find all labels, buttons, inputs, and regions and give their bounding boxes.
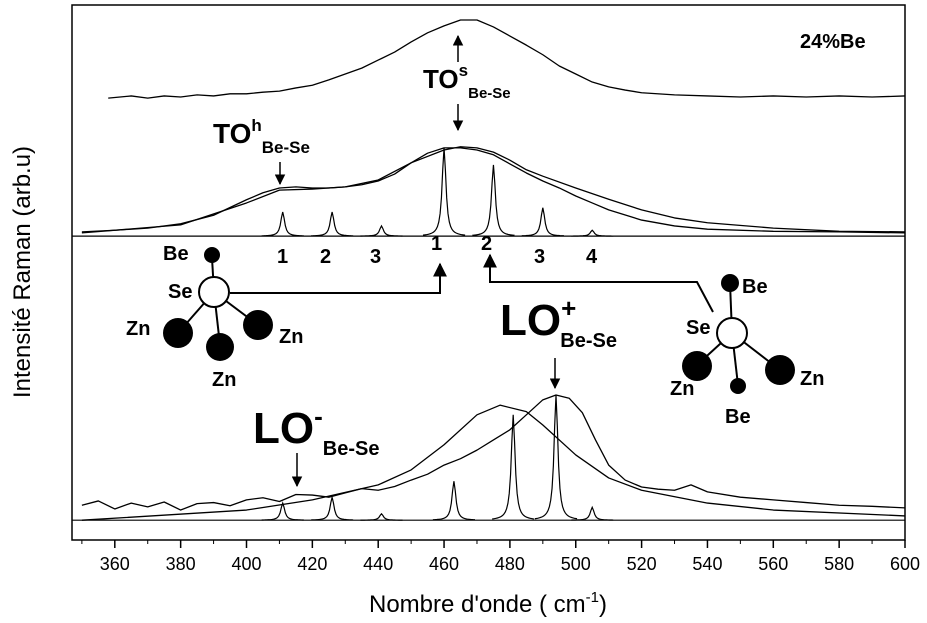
x-tick-label: 380 xyxy=(166,554,196,574)
x-axis-label-sup: -1 xyxy=(586,589,599,606)
spike-peak xyxy=(261,211,304,237)
peak-label: 4 xyxy=(586,246,598,268)
peak-label: 2 xyxy=(320,246,331,268)
label-sup: s xyxy=(459,61,468,80)
plot-frame xyxy=(71,4,906,541)
molecule-right: Be Se Zn Zn Be xyxy=(483,253,824,428)
label-sup: h xyxy=(251,116,261,135)
spike-peak xyxy=(492,414,535,520)
spectrum xyxy=(81,394,906,511)
peak-label: 3 xyxy=(534,246,545,268)
spectrum xyxy=(81,404,906,521)
label-main: LO xyxy=(253,404,314,453)
atom-label: Be xyxy=(742,276,768,298)
x-tick-label: 360 xyxy=(100,554,130,574)
lo-plus-label: LO+ Be-Se xyxy=(500,293,617,352)
x-tick-label: 480 xyxy=(495,554,525,574)
spike-peak xyxy=(360,512,403,521)
spike-peak xyxy=(261,501,304,521)
label-sup: + xyxy=(561,293,576,323)
label-sub: Be-Se xyxy=(560,330,617,352)
label-main: TO xyxy=(213,118,251,149)
x-axis-label-text: Nombre d'onde ( cm xyxy=(369,591,586,618)
x-tick-label: 520 xyxy=(627,554,657,574)
atom-label: Se xyxy=(168,281,192,303)
label-sub: Be-Se xyxy=(262,138,310,157)
x-tick-label: 600 xyxy=(890,554,920,574)
atom-label: Zn xyxy=(126,318,150,340)
molecule-left: Be Se Zn Zn Zn xyxy=(126,243,447,391)
to-h-label: TOhBe-Se xyxy=(213,116,310,157)
peak-label: 2 xyxy=(481,233,492,255)
atom-label: Be xyxy=(163,243,189,265)
x-tick-label: 540 xyxy=(692,554,722,574)
x-tick-label: 500 xyxy=(561,554,591,574)
peak-label: 1 xyxy=(277,246,288,268)
spike-peak xyxy=(311,211,354,237)
spike-peak xyxy=(432,481,476,521)
y-axis-label: Intensité Raman (arb.u) xyxy=(9,146,36,398)
spike-peak xyxy=(571,505,614,521)
atom-label: Zn xyxy=(800,368,824,390)
spectrum xyxy=(81,147,906,234)
label-main: TO xyxy=(423,64,459,94)
spike-peak xyxy=(311,497,354,521)
sample-label: 24%Be xyxy=(800,31,866,53)
atom-label: Se xyxy=(686,317,710,339)
x-tick-label: 440 xyxy=(363,554,393,574)
label-sub: Be-Se xyxy=(323,438,380,460)
spike-peak xyxy=(521,207,564,237)
x-tick-label: 580 xyxy=(824,554,854,574)
x-axis-label-tail: ) xyxy=(599,591,607,618)
spike-peak xyxy=(571,229,614,237)
atom-label: Zn xyxy=(279,326,303,348)
label-sup: - xyxy=(314,401,323,431)
atom-label: Zn xyxy=(212,369,236,391)
x-tick-label: 560 xyxy=(758,554,788,574)
label-main: LO xyxy=(500,296,561,345)
peak-label: 1 xyxy=(431,233,442,255)
label-sub: Be-Se xyxy=(468,85,511,102)
spike-peak xyxy=(472,164,515,236)
spectrum xyxy=(81,146,906,234)
spike-peak xyxy=(534,394,578,520)
x-axis-label: Nombre d'onde ( cm-1) xyxy=(369,589,607,618)
x-tick-label: 420 xyxy=(297,554,327,574)
spectrum xyxy=(108,19,906,99)
peak-label: 3 xyxy=(370,246,381,268)
lo-minus-label: LO-Be-Se xyxy=(253,401,379,460)
spike-peak xyxy=(360,224,403,237)
atom-label: Zn xyxy=(670,378,694,400)
atom-label: Be xyxy=(725,406,751,428)
x-tick-label: 400 xyxy=(231,554,261,574)
spike-peak xyxy=(422,147,466,236)
x-tick-label: 460 xyxy=(429,554,459,574)
to-s-label: TOsBe-Se xyxy=(423,61,511,102)
